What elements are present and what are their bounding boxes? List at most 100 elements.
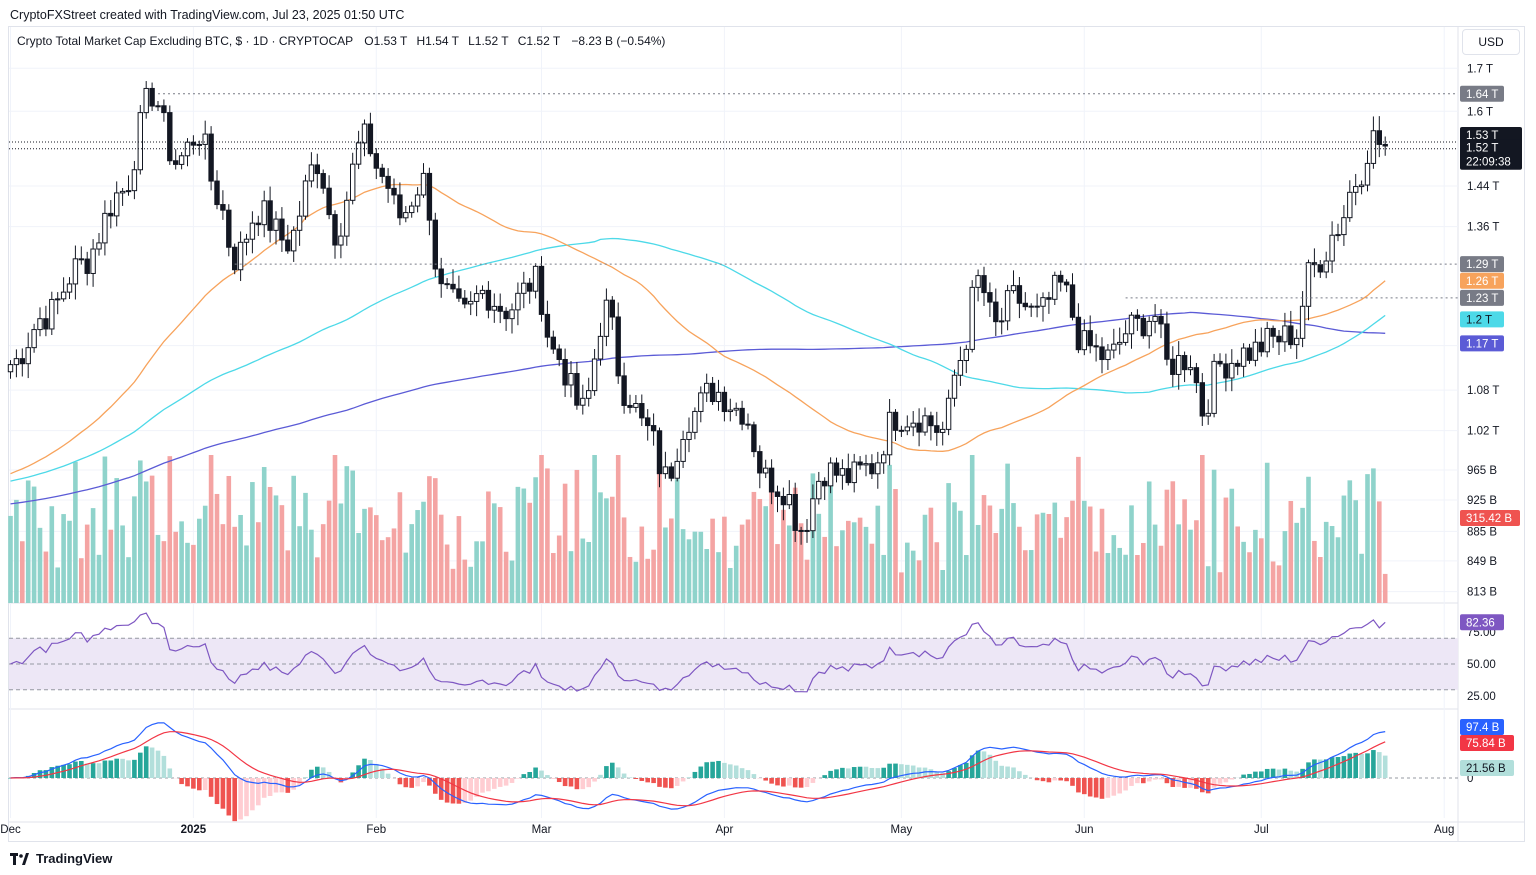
legend-high: H1.54 T xyxy=(416,34,459,48)
volume-bar xyxy=(722,516,727,603)
macd-histogram-bar xyxy=(751,774,757,778)
histogram-value-label: 21.56 B xyxy=(1466,763,1506,775)
candle-body xyxy=(350,163,356,201)
volume-bar xyxy=(462,559,468,603)
volume-bar xyxy=(132,496,137,603)
level-label-bg xyxy=(1460,85,1504,102)
macd-histogram-bar xyxy=(1371,750,1376,778)
volume-bar xyxy=(403,552,409,603)
candle-body xyxy=(1058,274,1064,283)
macd-histogram-bar xyxy=(138,752,143,778)
price-tick-label: 849 B xyxy=(1467,556,1497,568)
macd-histogram-bar xyxy=(37,770,43,778)
macd-histogram-bar xyxy=(1176,778,1181,787)
candle-body xyxy=(1353,186,1359,193)
candle-body xyxy=(922,415,928,433)
volume-bar xyxy=(73,461,78,603)
macd-histogram-bar xyxy=(1052,778,1058,781)
volume-bar xyxy=(739,524,745,603)
macd-histogram-bar xyxy=(728,764,733,778)
candle-body xyxy=(43,318,49,330)
candle-body xyxy=(532,265,539,292)
volume-bar xyxy=(1217,572,1223,603)
time-tick-label: May xyxy=(891,824,913,836)
volume-bar xyxy=(828,473,833,603)
volume-bar xyxy=(1152,524,1158,603)
currency-button[interactable]: USD xyxy=(1462,29,1520,55)
candle-body xyxy=(1335,234,1341,237)
time-tick-label: Dec xyxy=(0,824,21,836)
candle-body xyxy=(550,336,556,350)
volume-bar xyxy=(492,503,497,603)
candle-body xyxy=(13,358,20,366)
macd-histogram-bar xyxy=(90,763,96,778)
macd-histogram-bar xyxy=(1170,778,1176,787)
macd-histogram-bar xyxy=(680,778,686,782)
volume-bar xyxy=(1241,541,1246,603)
volume-bar xyxy=(680,529,686,603)
volume-bar xyxy=(1359,553,1364,603)
macd-value-label-bg xyxy=(1460,719,1504,735)
candle-body xyxy=(957,360,964,376)
volume-bar xyxy=(1211,469,1217,603)
macd-histogram-bar xyxy=(757,778,763,779)
volume-bar xyxy=(887,464,892,603)
macd-histogram-bar xyxy=(1259,771,1264,778)
macd-histogram-bar xyxy=(1058,778,1063,781)
volume-bar xyxy=(244,545,249,603)
volume-bar xyxy=(1235,526,1240,603)
time-tick-label: Feb xyxy=(366,824,386,836)
candle-body xyxy=(1122,333,1129,343)
candle-body xyxy=(1347,191,1353,219)
volume-bar xyxy=(686,539,692,603)
candle-body xyxy=(721,391,728,413)
macd-histogram-bar xyxy=(1087,778,1093,797)
candle-body xyxy=(220,204,226,211)
candle-body xyxy=(798,529,804,532)
candle-body xyxy=(1117,341,1123,345)
macd-histogram-bar xyxy=(1111,778,1117,796)
candle-body xyxy=(196,143,203,146)
candle-body xyxy=(615,316,621,377)
candle-body xyxy=(650,425,657,432)
candle-body xyxy=(951,374,958,399)
time-tick-label: Apr xyxy=(715,824,733,836)
candle-body xyxy=(839,468,846,476)
macd-histogram-bar xyxy=(108,760,114,778)
macd-signal-line xyxy=(10,731,1386,807)
candle-body xyxy=(37,318,43,331)
macd-histogram-bar xyxy=(256,778,261,806)
candle-body xyxy=(639,403,645,419)
volume-bar xyxy=(161,541,167,603)
volume-bar xyxy=(297,526,302,603)
volume-bar xyxy=(173,531,178,603)
candle-body xyxy=(527,282,533,292)
candle-body xyxy=(273,218,279,231)
volume-bar xyxy=(1365,474,1370,603)
volume-bar xyxy=(25,480,31,603)
candle-body xyxy=(945,397,952,430)
volume-bar xyxy=(1353,500,1358,603)
ma-value-label: 1.26 T xyxy=(1466,276,1498,288)
macd-histogram-bar xyxy=(621,773,627,778)
candle-body xyxy=(66,283,73,293)
macd-histogram-bar xyxy=(781,778,786,787)
macd-histogram-bar xyxy=(993,760,999,778)
volume-bar xyxy=(279,505,285,603)
candle-body xyxy=(886,411,893,456)
volume-bar xyxy=(285,550,291,603)
volume-bar xyxy=(863,526,869,603)
volume-bar xyxy=(822,536,827,603)
candle-body xyxy=(1128,314,1135,335)
candle-body xyxy=(892,411,899,431)
candle-body xyxy=(674,460,680,479)
macd-histogram-bar xyxy=(598,774,603,778)
candle-body xyxy=(1075,316,1082,351)
volume-bar xyxy=(751,491,757,603)
ma-value-label: 1.17 T xyxy=(1466,338,1498,350)
macd-histogram-bar xyxy=(1034,778,1040,781)
candle-body xyxy=(940,428,946,433)
candle-body xyxy=(291,229,297,252)
volume-bar xyxy=(497,507,503,603)
